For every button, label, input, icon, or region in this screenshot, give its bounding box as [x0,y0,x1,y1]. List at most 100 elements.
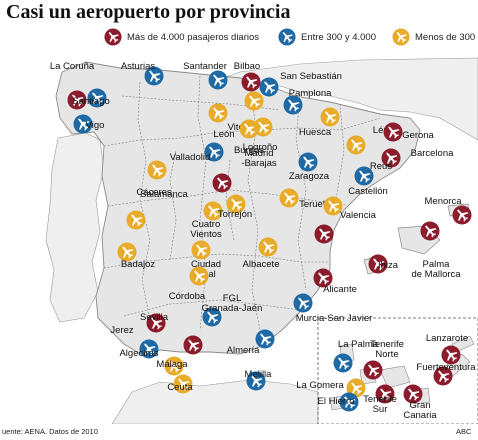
airport-marker-badajoz[interactable] [117,242,137,262]
airport-label-san-sebastian: San Sebastián [280,71,342,82]
airport-label-la-palma: La Palma [337,339,379,350]
airport-marker-malaga[interactable] [183,335,203,355]
airport-marker-almeria[interactable] [255,329,275,349]
airport-label-tenerife-norte: Tenerife Norte [370,339,404,360]
airport-marker-vigo[interactable] [73,114,93,134]
airplane-icon [87,88,107,108]
airport-marker-teruel[interactable] [279,188,299,208]
airport-marker-tenerife-norte[interactable] [363,360,383,380]
airplane-icon [278,28,296,46]
airport-marker-la-palma[interactable] [333,353,353,373]
airplane-icon [339,392,359,412]
airport-marker-asturias[interactable] [144,66,164,86]
airport-marker-fuerteventura[interactable] [433,366,453,386]
airport-marker-murcia-san-javier[interactable] [293,293,313,313]
airport-marker-valencia[interactable] [314,224,334,244]
airplane-icon [313,268,333,288]
airport-marker-reus[interactable] [354,166,374,186]
airplane-icon [381,148,401,168]
airport-marker-vitoria[interactable] [244,91,264,111]
airport-label-barcelona: Barcelona [410,148,454,159]
airport-label-ceuta: Ceuta [167,382,193,393]
airplane-icon [383,122,403,142]
airport-marker-sevilla[interactable] [146,313,166,333]
airport-marker-logrono[interactable] [253,117,273,137]
airplane-icon [239,119,259,139]
airplane-icon [259,77,279,97]
airport-marker-fgl-granada-jaen[interactable] [202,307,222,327]
airport-label-madrid-barajas: Madrid -Barajas [241,148,277,169]
france-landmass [205,57,478,141]
airport-marker-santiago[interactable] [67,90,87,110]
airport-label-melilla: Melilla [244,369,272,380]
legend-label: Menos de 300 [415,31,476,43]
airport-marker-menorca[interactable] [452,205,472,225]
airport-marker-la-gomera[interactable] [346,378,366,398]
airplane-icon [368,254,388,274]
airplane-icon [126,210,146,230]
airport-marker-gran-canaria[interactable] [403,384,423,404]
airport-marker-zaragoza[interactable] [298,152,318,172]
airport-marker-salamanca[interactable] [147,160,167,180]
publisher-credit: ABC [456,427,472,436]
airport-label-albacete: Albacete [242,259,280,270]
airport-marker-valladolid[interactable] [204,142,224,162]
airplane-icon [323,196,343,216]
airport-label-menorca: Menorca [424,196,462,207]
airplane-icon [403,384,423,404]
airport-marker-la-coruna[interactable] [87,88,107,108]
airport-label-sevilla: Sevilla [140,312,168,323]
airport-marker-el-hierro[interactable] [339,392,359,412]
airport-label-asturias: Asturias [120,61,156,72]
airport-marker-caceres[interactable] [126,210,146,230]
airplane-icon [241,72,261,92]
airplane-icon [73,114,93,134]
airport-marker-tenerife-sur[interactable] [375,384,395,404]
airport-marker-torrejon[interactable] [226,194,246,214]
legend-label: Más de 4.000 pasajeros diarios [127,31,260,43]
airport-marker-pamplona[interactable] [283,95,303,115]
airport-marker-bilbao[interactable] [241,72,261,92]
airport-marker-cordoba[interactable] [189,266,209,286]
airplane-icon [212,173,232,193]
spain-map [0,52,478,424]
airport-label-valladolid: Valladolid [169,152,211,163]
airplane-icon [204,142,224,162]
airport-marker-san-sebastian[interactable] [259,77,279,97]
airplane-icon [173,374,193,394]
airport-marker-castellon[interactable] [323,196,343,216]
airport-marker-madrid-barajas[interactable] [212,173,232,193]
airport-marker-lerida[interactable] [346,135,366,155]
airplane-icon [208,70,228,90]
airplane-icon [433,366,453,386]
airplane-icon [202,307,222,327]
airport-marker-ciudad-real[interactable] [191,240,211,260]
airport-marker-lanzarote[interactable] [441,345,461,365]
airplane-icon [283,95,303,115]
airport-marker-gerona[interactable] [383,122,403,142]
airplane-icon [203,201,223,221]
airport-marker-ceuta[interactable] [173,374,193,394]
airplane-icon [452,205,472,225]
airport-marker-barcelona[interactable] [381,148,401,168]
airport-marker-burgos[interactable] [239,119,259,139]
airport-marker-algeciras[interactable] [164,356,184,376]
airport-label-castellon: Castellón [348,186,388,197]
airport-label-fuerteventura: Fuerteventura [416,362,476,373]
airport-marker-palma-de-mallorca[interactable] [420,221,440,241]
airport-marker-santander[interactable] [208,70,228,90]
airport-marker-ibiza[interactable] [368,254,388,274]
airport-marker-alicante[interactable] [313,268,333,288]
airport-marker-leon[interactable] [208,103,228,123]
canary-islands-inset-frame [317,317,478,424]
airport-label-huesca: Huesca [298,127,332,138]
airport-marker-jerez[interactable] [139,339,159,359]
airplane-icon [191,240,211,260]
airport-label-santiago: Santiago [72,96,110,107]
airport-marker-cuatro-vientos[interactable] [203,201,223,221]
airport-marker-huesca[interactable] [320,107,340,127]
airplane-icon [117,242,137,262]
airport-marker-melilla[interactable] [246,371,266,391]
airport-marker-albacete[interactable] [258,237,278,257]
